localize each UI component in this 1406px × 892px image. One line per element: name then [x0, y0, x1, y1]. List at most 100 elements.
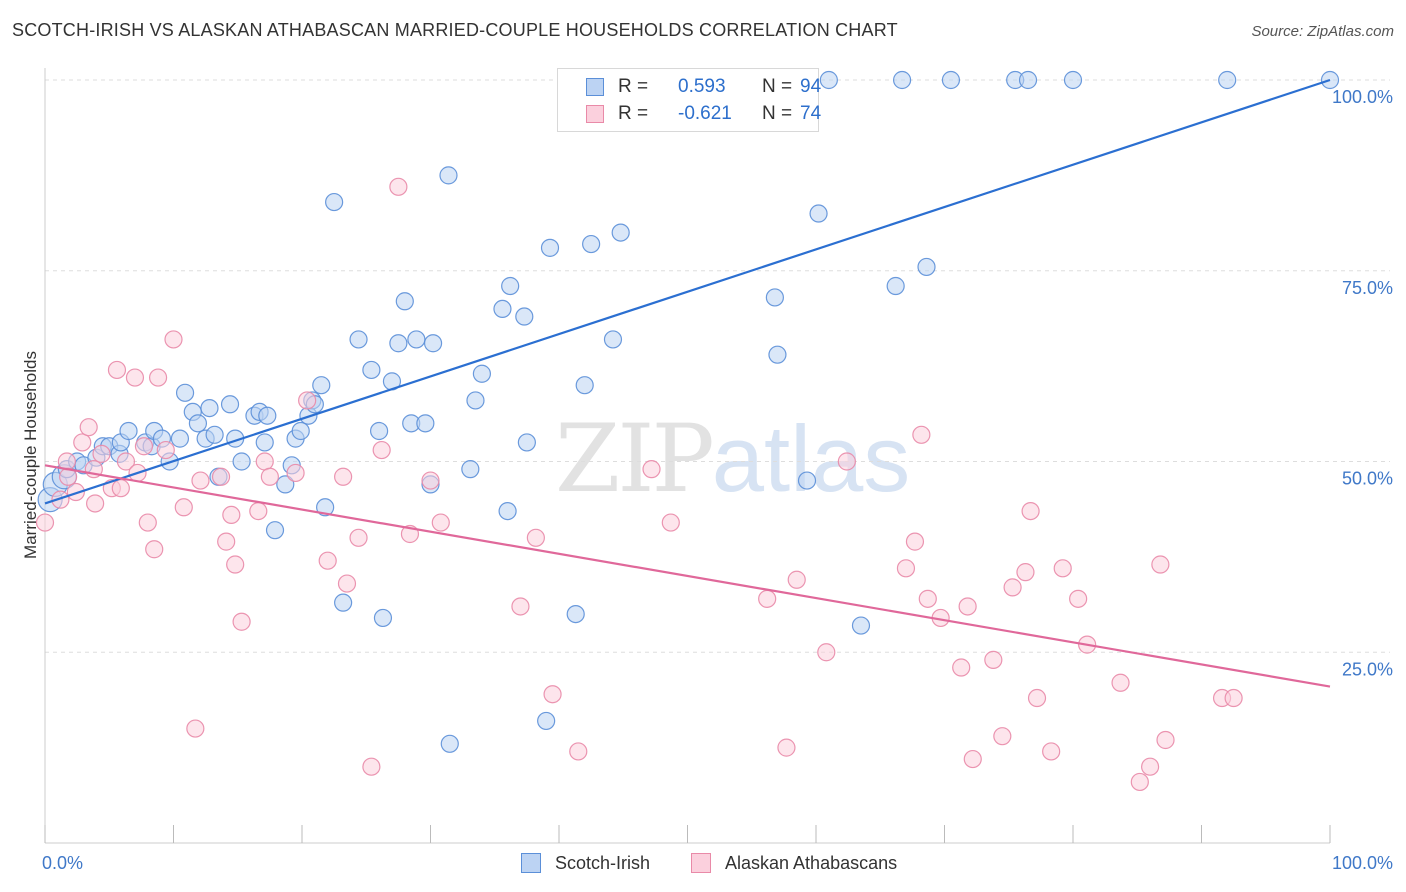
- scotch-irish-point: [188, 414, 208, 433]
- alaskan-athabascan-point: [1042, 742, 1061, 761]
- scotch-irish-point: [498, 501, 517, 521]
- alaskan-athabascan-point: [255, 452, 274, 471]
- alaskan-athabascan-point: [1130, 772, 1149, 792]
- bottom-legend-label: Alaskan Athabascans: [725, 853, 898, 873]
- alaskan-athabascan-point: [1027, 688, 1047, 708]
- scotch-irish-point: [517, 433, 536, 452]
- alaskan-athabascan-point: [1003, 578, 1022, 597]
- scotch-irish-point: [515, 307, 534, 326]
- alaskan-athabascan-point: [1151, 555, 1170, 574]
- tick-label-layer: 25.0% 50.0% 75.0% 100.0% 0.0% 100.0%: [42, 87, 1393, 873]
- trend-layer: [44, 78, 1331, 688]
- alaskan-athabascan-point: [511, 597, 530, 616]
- scotch-irish-point: [461, 460, 480, 479]
- alaskan-athabascan-point: [912, 425, 931, 444]
- scotch-irish-point: [423, 334, 443, 353]
- scotch-irish-point: [316, 498, 335, 517]
- scotch-irish-point: [765, 288, 784, 307]
- alaskan-athabascan-point: [337, 574, 357, 593]
- bottom-legend-swatch: [691, 853, 711, 873]
- alaskan-athabascan-point: [51, 490, 70, 509]
- alaskan-athabascan-point: [334, 467, 353, 486]
- scotch-irish-point: [175, 383, 195, 402]
- scotch-irish-point: [407, 330, 426, 349]
- alaskan-athabascan-point: [918, 589, 937, 608]
- legend-n-label: N =: [762, 76, 793, 97]
- chart-title: SCOTCH-IRISH VS ALASKAN ATHABASCAN MARRI…: [12, 20, 898, 40]
- scotch-irish-point: [258, 406, 277, 425]
- bottom-legend-label: Scotch-Irish: [555, 853, 651, 873]
- legend-r-value: -0.621: [678, 103, 732, 124]
- scotch-irish-point: [119, 421, 138, 441]
- alaskan-athabascan-point: [286, 463, 305, 483]
- scotch-irish-point: [416, 414, 435, 433]
- y-axis-label: Married-couple Households: [21, 351, 40, 559]
- alaskan-athabascan-point: [222, 505, 241, 525]
- alaskan-athabascan-point: [73, 433, 92, 452]
- scotch-irish-point: [611, 223, 630, 242]
- alaskan-athabascan-point: [543, 685, 562, 704]
- alaskan-athabascan-point: [191, 471, 210, 490]
- alaskan-athabascan-point: [186, 719, 205, 738]
- scotch-irish-point: [291, 421, 310, 441]
- alaskan-athabascan-point: [1224, 688, 1243, 708]
- legend-n-label: N =: [762, 103, 793, 124]
- alaskan-athabascan-point: [318, 551, 337, 570]
- alaskan-athabascan-point: [217, 532, 236, 551]
- x-tick-label: 0.0%: [42, 853, 83, 873]
- scotch-irish-point: [362, 360, 381, 380]
- scotch-irish-point: [325, 192, 344, 212]
- scotch-irish-point: [255, 433, 274, 452]
- x-tick-label: 100.0%: [1332, 853, 1393, 873]
- scotch-irish-point: [389, 334, 408, 353]
- alaskan-athabascan-point: [963, 749, 982, 769]
- alaskan-athabascan-point: [226, 555, 245, 574]
- alaskan-athabascan-point: [156, 440, 175, 460]
- points-layer: [35, 70, 1340, 792]
- alaskan-athabascan-point: [958, 597, 977, 616]
- scotch-irish-point: [1218, 70, 1237, 90]
- legend-n-value: 74: [800, 103, 822, 124]
- legend-r-value: 0.593: [678, 76, 726, 97]
- alaskan-athabascan-point: [116, 452, 136, 471]
- alaskan-athabascan-point: [111, 479, 130, 498]
- scotch-irish-point: [334, 593, 353, 612]
- source-label: Source: ZipAtlas.com: [1251, 23, 1394, 40]
- bottom-legend-swatch: [521, 853, 541, 873]
- alaskan-athabascan-point: [952, 658, 971, 677]
- scotch-irish-point: [575, 376, 594, 395]
- scotch-irish-point: [395, 292, 414, 311]
- alaskan-athabascan-point: [174, 498, 193, 517]
- scotch-irish-trend-line: [44, 78, 1331, 505]
- alaskan-athabascan-point: [211, 467, 231, 486]
- alaskan-athabascan-trend-line: [44, 464, 1331, 688]
- alaskan-athabascan-point: [79, 418, 98, 437]
- scotch-irish-point: [768, 345, 787, 364]
- legend-r-label: R =: [618, 103, 649, 124]
- alaskan-athabascan-point: [298, 391, 317, 410]
- legend-r-label: R =: [618, 76, 649, 97]
- scotch-irish-point: [200, 398, 219, 418]
- y-tick-label: 75.0%: [1342, 278, 1393, 298]
- alaskan-athabascan-point: [642, 460, 661, 479]
- scotch-irish-point: [886, 276, 905, 296]
- alaskan-athabascan-point: [92, 444, 111, 463]
- scotch-irish-point: [537, 711, 556, 731]
- scotch-irish-point: [540, 238, 560, 257]
- y-tick-label: 25.0%: [1342, 659, 1393, 679]
- alaskan-athabascan-point: [389, 177, 408, 196]
- scotch-irish-point: [232, 452, 251, 471]
- alaskan-athabascan-point: [431, 513, 450, 532]
- alaskan-athabascan-point: [164, 330, 183, 349]
- alaskan-athabascan-point: [349, 528, 368, 547]
- scotch-irish-point: [349, 330, 368, 349]
- alaskan-athabascan-point: [35, 513, 55, 532]
- alaskan-athabascan-point: [1016, 563, 1035, 582]
- legend-swatch-scotch-irish: [586, 78, 604, 96]
- scotch-irish-point: [501, 276, 520, 296]
- scotch-irish-point: [466, 391, 485, 410]
- alaskan-athabascan-point: [526, 528, 545, 547]
- scotch-irish-point: [370, 421, 389, 441]
- alaskan-athabascan-point: [1021, 501, 1040, 521]
- alaskan-athabascan-point: [1069, 589, 1088, 608]
